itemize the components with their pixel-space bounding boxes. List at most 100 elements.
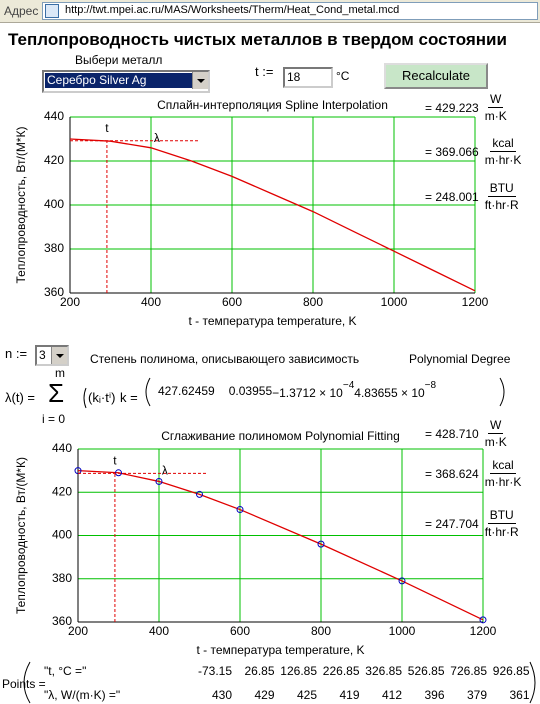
readout: = 369.066 kcal m·hr·K [425, 136, 523, 167]
unit-numerator: W [488, 418, 504, 434]
table-cell: 526.85 [407, 664, 445, 678]
y-tick-label: 400 [44, 197, 64, 211]
k-label: k = [120, 390, 138, 405]
table-cell: 226.85 [322, 664, 360, 678]
table-cell: 425 [296, 688, 317, 702]
chart-title: Сплайн-интерполяция Spline Interpolation [157, 98, 388, 112]
y-tick-label: 440 [52, 441, 72, 455]
unit-numerator: BTU [487, 508, 516, 524]
data-point [479, 616, 487, 624]
y-tick-label: 440 [44, 109, 64, 123]
unit-denominator: ft·hr·R [484, 525, 519, 539]
coefficient: 4.83655 × 10 [354, 386, 425, 400]
x-tick-label: 600 [222, 295, 242, 309]
readout-value: = 368.624 [425, 466, 479, 481]
paren [83, 387, 87, 409]
table-cell: 361 [509, 688, 530, 702]
table-cell: -73.15 [197, 664, 232, 678]
table-cell: 379 [466, 688, 487, 702]
chart-title: Сглаживание полиномом Polynomial Fitting [161, 429, 400, 443]
y-tick-label: 400 [52, 528, 72, 542]
dropdown-button[interactable] [51, 347, 67, 364]
sum-symbol: Σ [48, 378, 65, 408]
row-label: "λ, W/(m·K) =" [44, 688, 121, 702]
x-axis-label: t - температура temperature, K [196, 643, 364, 657]
table-cell: 396 [424, 688, 445, 702]
degree-text: Степень полинома, описывающего зависимос… [90, 352, 360, 366]
x-tick-label: 400 [141, 295, 161, 309]
y-tick-label: 420 [52, 484, 72, 498]
x-tick-label: 200 [68, 624, 88, 638]
x-tick-label: 1200 [462, 295, 489, 309]
y-tick-label: 380 [44, 241, 64, 255]
unit: kcal m·hr·K [483, 136, 524, 167]
recalculate-button[interactable]: Recalculate [384, 63, 488, 89]
page-title: Теплопроводность чистых металлов в тверд… [8, 30, 507, 49]
metal-select[interactable]: Серебро Silver Ag [42, 70, 210, 93]
formula-lhs: λ(t) = [5, 390, 35, 405]
unit-numerator: kcal [490, 136, 516, 152]
unit-denominator: m·K [484, 109, 507, 123]
y-tick-label: 380 [52, 571, 72, 585]
exponent: −4 [342, 380, 355, 391]
paren [529, 661, 536, 704]
y-axis-label: Теплопроводность, Вт/(М*К) [14, 457, 28, 614]
table-cell: 126.85 [280, 664, 317, 678]
table-cell: 726.85 [450, 664, 487, 678]
coefficient: 427.62459 [158, 384, 215, 398]
metal-label: Выбери металл [75, 53, 163, 67]
cursor-y-label: λ [162, 464, 168, 478]
readout: = 368.624 kcal m·hr·K [425, 458, 523, 489]
coefficient: 0.03955 [228, 384, 273, 398]
data-point [155, 477, 163, 485]
address-label: Адрес [4, 4, 39, 18]
readout-value: = 429.223 [425, 100, 479, 115]
unit-denominator: ft·hr·R [484, 198, 519, 212]
data-point [115, 469, 122, 477]
line-series [69, 138, 476, 292]
sum-term: (kᵢ·tⁱ) [88, 390, 116, 405]
x-tick-label: 400 [149, 624, 169, 638]
table-cell: 26.85 [244, 664, 275, 678]
x-tick-label: 800 [303, 295, 323, 309]
cursor-x-label: t [113, 454, 117, 468]
table-cell: 429 [254, 688, 275, 702]
coefficient-group: 4.83655 × 10−8 [354, 380, 436, 400]
metal-value: Серебро Silver Ag [45, 73, 193, 88]
points-label: Points = [2, 677, 46, 691]
exponent: −8 [424, 380, 437, 391]
url: http://twt.mpei.ac.ru/MAS/Worksheets/The… [65, 4, 400, 16]
paren [23, 661, 31, 704]
row-label: "t, °C =" [44, 664, 87, 678]
dropdown-button[interactable] [192, 72, 208, 89]
data-point [317, 540, 325, 548]
readout-value: = 369.066 [425, 144, 479, 159]
t-label: t := [255, 64, 274, 79]
x-tick-label: 1000 [381, 295, 408, 309]
n-select[interactable]: 3 [35, 345, 69, 366]
readout-value: = 247.704 [425, 516, 479, 531]
y-tick-label: 420 [44, 153, 64, 167]
readout: = 247.704 BTU ft·hr·R [425, 508, 521, 539]
x-tick-label: 200 [60, 295, 80, 309]
x-tick-label: 1000 [389, 624, 416, 638]
address-field[interactable]: http://twt.mpei.ac.ru/MAS/Worksheets/The… [42, 2, 538, 20]
degree-text-en: Polynomial Degree [409, 352, 511, 366]
data-point [196, 490, 203, 498]
paren [145, 377, 151, 407]
y-axis-label: Теплопроводность, Вт/(М*К) [14, 127, 28, 284]
coefficients: 427.62459 0.03955 −1.3712 × 10−4 4.83655 × … [158, 380, 436, 400]
table-cell: 412 [381, 688, 402, 702]
data-point [398, 577, 406, 585]
x-axis-label: t - температура temperature, K [188, 314, 356, 328]
table-cell: 926.85 [492, 664, 530, 678]
readout-value: = 248.001 [425, 189, 479, 204]
t-input[interactable]: 18 [283, 67, 333, 88]
x-tick-label: 1200 [470, 624, 497, 638]
